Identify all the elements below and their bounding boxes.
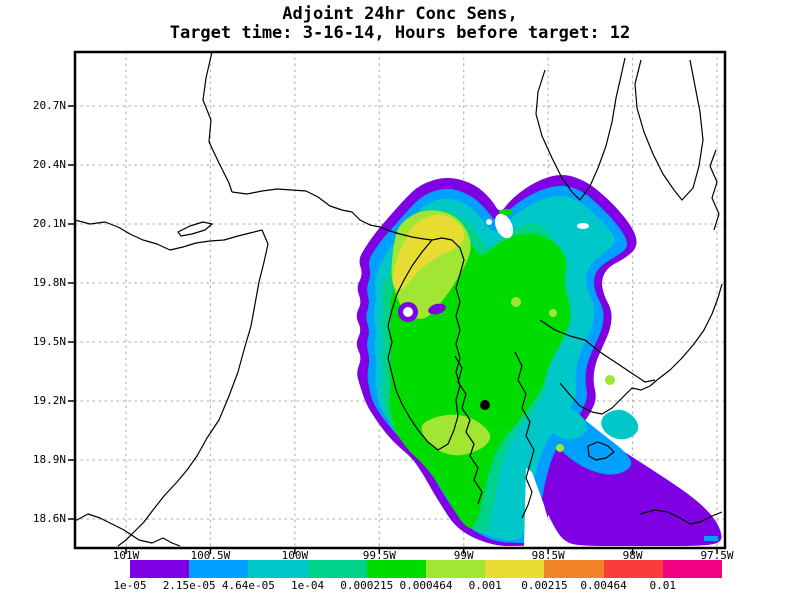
colorbar-segment-7 <box>544 560 604 578</box>
state-boundary-line <box>514 351 535 519</box>
y-tick-label-6: 18.9N <box>32 453 66 466</box>
colorbar-label-7: 0.00215 <box>521 579 568 592</box>
colorbar-segment-8 <box>603 560 663 578</box>
tail-blue-dash <box>704 536 718 541</box>
contour-spot-0-000464 <box>511 297 521 307</box>
white-speck <box>486 219 492 225</box>
colorbar-segment-5 <box>426 560 486 578</box>
target-marker <box>480 400 490 410</box>
small-state-outline <box>587 441 615 461</box>
x-tick-label-2: 100W <box>281 549 309 562</box>
colorbar-label-0: 1e-05 <box>113 579 147 592</box>
contour-spot-0-000464 <box>556 444 564 452</box>
contour-tail-spot-a <box>546 406 587 439</box>
white-notch <box>494 213 514 239</box>
y-tick-label-4: 19.5N <box>32 335 66 348</box>
colorbar-segment-6 <box>485 560 545 578</box>
colorbar-segment-2 <box>248 560 308 578</box>
colorbar-label-6: 0.001 <box>468 579 502 592</box>
y-tick-label-7: 18.6N <box>32 512 66 525</box>
contour-tail-spot-b <box>601 409 639 440</box>
state-boundary-line <box>634 59 704 201</box>
y-tick-label-2: 20.1N <box>32 217 66 230</box>
state-boundary-line <box>535 57 626 201</box>
state-boundary-line <box>454 355 483 505</box>
y-tick-label-0: 20.7N <box>32 99 66 112</box>
state-boundary-line <box>231 188 433 241</box>
inner-purple-wedge <box>428 303 446 315</box>
white-speck <box>577 223 589 229</box>
axis-ticks <box>68 105 718 554</box>
lake-sliver <box>177 221 213 237</box>
colorbar-label-9: 0.01 <box>649 579 677 592</box>
y-tick-label-1: 20.4N <box>32 158 66 171</box>
y-tick-label-5: 19.2N <box>32 394 66 407</box>
x-tick-label-3: 99.5W <box>362 549 396 562</box>
x-tick-label-5: 98.5W <box>531 549 565 562</box>
colorbar-segment-9 <box>662 560 723 578</box>
state-boundary-line <box>709 149 720 231</box>
x-tick-label-0: 101W <box>112 549 140 562</box>
state-boundary-line <box>656 283 723 381</box>
colorbar-segment-4 <box>366 560 427 578</box>
white-wedge <box>524 468 556 547</box>
plot-border <box>73 50 727 550</box>
x-tick-label-1: 100.5W <box>190 549 231 562</box>
colorbar-legend <box>130 560 723 578</box>
state-boundary-line <box>75 513 181 547</box>
state-boundary-line <box>117 229 269 547</box>
state-boundary-line <box>559 379 658 415</box>
y-tick-label-3: 19.8N <box>32 276 66 289</box>
state-boundary-line <box>75 219 263 251</box>
colorbar-segment-0 <box>130 560 190 578</box>
inner-white-hole <box>403 307 413 317</box>
colorbar-label-2: 4.64e-05 <box>221 579 275 592</box>
colorbar-label-3: 1e-04 <box>291 579 325 592</box>
plot-title-line2: Target time: 3-16-14, Hours before targe… <box>169 23 631 43</box>
sensitivity-plume <box>356 175 722 547</box>
x-tick-label-7: 97.5W <box>700 549 734 562</box>
contour-spot-0-000464 <box>605 375 615 385</box>
colorbar-label-4: 0.000215 <box>340 579 394 592</box>
contour-level-0-001 <box>392 214 465 291</box>
colorbar-segment-3 <box>307 560 367 578</box>
contour-spot-0-000464 <box>549 309 557 317</box>
state-boundary-line <box>539 319 656 383</box>
x-tick-label-6: 98W <box>622 549 643 562</box>
x-tick-label-4: 99W <box>453 549 474 562</box>
state-boundary-line <box>202 52 233 193</box>
colorbar-label-5: 0.000464 <box>399 579 453 592</box>
state-boundaries <box>75 52 723 547</box>
contour-ne-lobe-4-64e-05 <box>544 202 601 261</box>
colorbar-label-1: 2.15e-05 <box>162 579 216 592</box>
state-boundary-line <box>639 509 723 525</box>
plot-title-line1: Adjoint 24hr Conc Sens, <box>282 4 518 24</box>
colorbar-label-8: 0.00464 <box>580 579 627 592</box>
state-boundary-core <box>387 237 465 451</box>
small-green-dash <box>499 209 513 215</box>
colorbar-segment-1 <box>189 560 249 578</box>
